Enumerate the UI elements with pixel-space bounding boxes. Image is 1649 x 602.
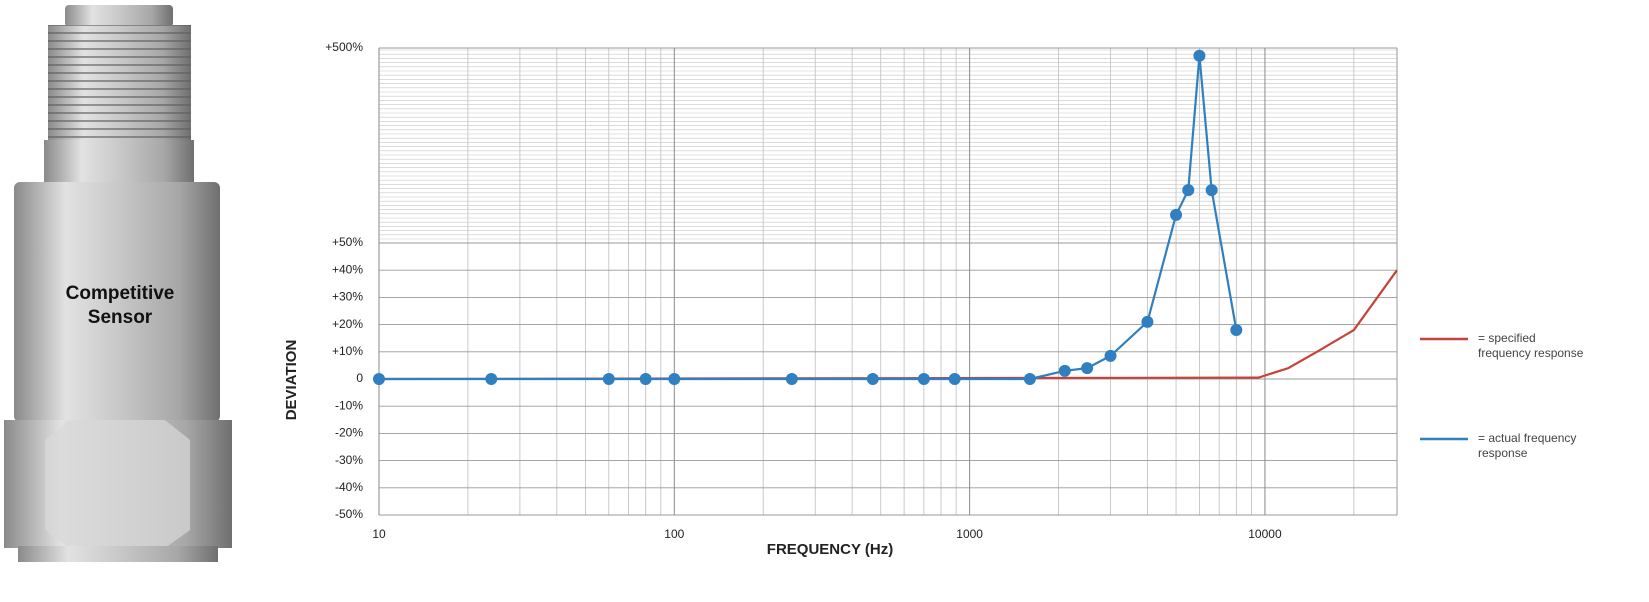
data-point (1023, 373, 1036, 385)
y-tick-label: +50% (332, 235, 363, 249)
sensor-image (4, 5, 232, 562)
data-point (485, 373, 498, 385)
data-point (866, 373, 879, 385)
data-point (1205, 184, 1218, 197)
y-tick-label: +30% (332, 290, 363, 304)
data-point (373, 373, 385, 385)
legend-label: = specified frequency response (1478, 331, 1584, 360)
y-tick-label: +500% (325, 40, 363, 54)
data-point (639, 373, 652, 385)
series-line (378, 269, 1398, 381)
data-point (668, 373, 681, 385)
series-line (379, 55, 1238, 381)
data-point (1230, 324, 1243, 337)
x-axis-label: FREQUENCY (Hz) (767, 541, 893, 558)
data-point (1182, 184, 1195, 197)
y-axis-label: DEVIATION (283, 340, 300, 421)
y-tick-label: +20% (332, 317, 363, 331)
data-point (1081, 362, 1094, 375)
data-point (1141, 315, 1154, 328)
y-tick-label: -50% (335, 507, 363, 521)
x-tick-label: 10 (372, 527, 386, 541)
x-tick-label: 10000 (1248, 527, 1282, 541)
data-point (1058, 364, 1071, 377)
x-tick-label: 1000 (956, 527, 983, 541)
legend-label: = actual frequency response (1478, 431, 1577, 460)
y-tick-label: -10% (335, 398, 363, 412)
y-tick-label: 0 (356, 371, 363, 385)
y-tick-label: -40% (335, 480, 363, 494)
data-point (785, 373, 798, 385)
data-point (602, 373, 615, 385)
sensor-label: Competitive Sensor (65, 283, 175, 328)
data-point (1104, 349, 1117, 362)
data-point (948, 373, 961, 385)
data-point (1170, 208, 1183, 221)
data-point (917, 373, 930, 385)
y-tick-label: -20% (335, 426, 363, 440)
x-tick-label: 100 (664, 527, 684, 541)
y-tick-label: +40% (332, 262, 363, 276)
y-tick-label: +10% (332, 344, 363, 358)
y-tick-label: -30% (335, 453, 363, 467)
data-point (1193, 49, 1206, 62)
